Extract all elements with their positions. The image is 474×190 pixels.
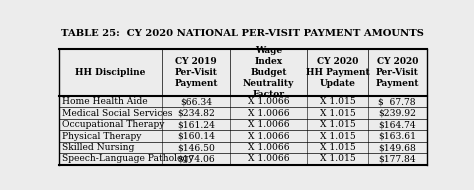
Text: Occupational Therapy: Occupational Therapy — [62, 120, 164, 129]
Text: X 1.015: X 1.015 — [319, 143, 356, 152]
Text: X 1.0066: X 1.0066 — [248, 154, 290, 163]
Text: X 1.0066: X 1.0066 — [248, 120, 290, 129]
Text: X 1.0066: X 1.0066 — [248, 143, 290, 152]
Text: TABLE 25:  CY 2020 NATIONAL PER-VISIT PAYMENT AMOUNTS: TABLE 25: CY 2020 NATIONAL PER-VISIT PAY… — [62, 29, 424, 38]
Text: $177.84: $177.84 — [378, 154, 416, 163]
Text: $163.61: $163.61 — [378, 131, 416, 141]
Text: Skilled Nursing: Skilled Nursing — [62, 143, 135, 152]
Text: X 1.015: X 1.015 — [319, 120, 356, 129]
Text: CY 2020
HH Payment
Update: CY 2020 HH Payment Update — [306, 57, 369, 88]
Text: X 1.015: X 1.015 — [319, 154, 356, 163]
Text: Physical Therapy: Physical Therapy — [62, 131, 142, 141]
Text: Home Health Aide: Home Health Aide — [62, 97, 148, 106]
Text: X 1.0066: X 1.0066 — [248, 131, 290, 141]
Text: $149.68: $149.68 — [378, 143, 416, 152]
Text: Wage
Index
Budget
Neutrality
Factor: Wage Index Budget Neutrality Factor — [243, 46, 294, 99]
Text: $146.50: $146.50 — [177, 143, 215, 152]
Text: CY 2020
Per-Visit
Payment: CY 2020 Per-Visit Payment — [375, 57, 419, 88]
Text: Medical Social Services: Medical Social Services — [62, 109, 173, 118]
Text: X 1.0066: X 1.0066 — [248, 97, 290, 106]
Text: HH Discipline: HH Discipline — [75, 68, 146, 77]
Text: $164.74: $164.74 — [378, 120, 416, 129]
Text: X 1.0066: X 1.0066 — [248, 109, 290, 118]
Text: X 1.015: X 1.015 — [319, 97, 356, 106]
Text: $  67.78: $ 67.78 — [378, 97, 416, 106]
Text: Speech-Language Pathology: Speech-Language Pathology — [62, 154, 194, 163]
Text: CY 2019
Per-Visit
Payment: CY 2019 Per-Visit Payment — [174, 57, 218, 88]
Text: $174.06: $174.06 — [177, 154, 215, 163]
Text: $239.92: $239.92 — [378, 109, 416, 118]
Text: $234.82: $234.82 — [177, 109, 215, 118]
Text: $160.14: $160.14 — [177, 131, 215, 141]
Text: X 1.015: X 1.015 — [319, 131, 356, 141]
Text: X 1.015: X 1.015 — [319, 109, 356, 118]
Text: $66.34: $66.34 — [180, 97, 212, 106]
Text: $161.24: $161.24 — [177, 120, 215, 129]
